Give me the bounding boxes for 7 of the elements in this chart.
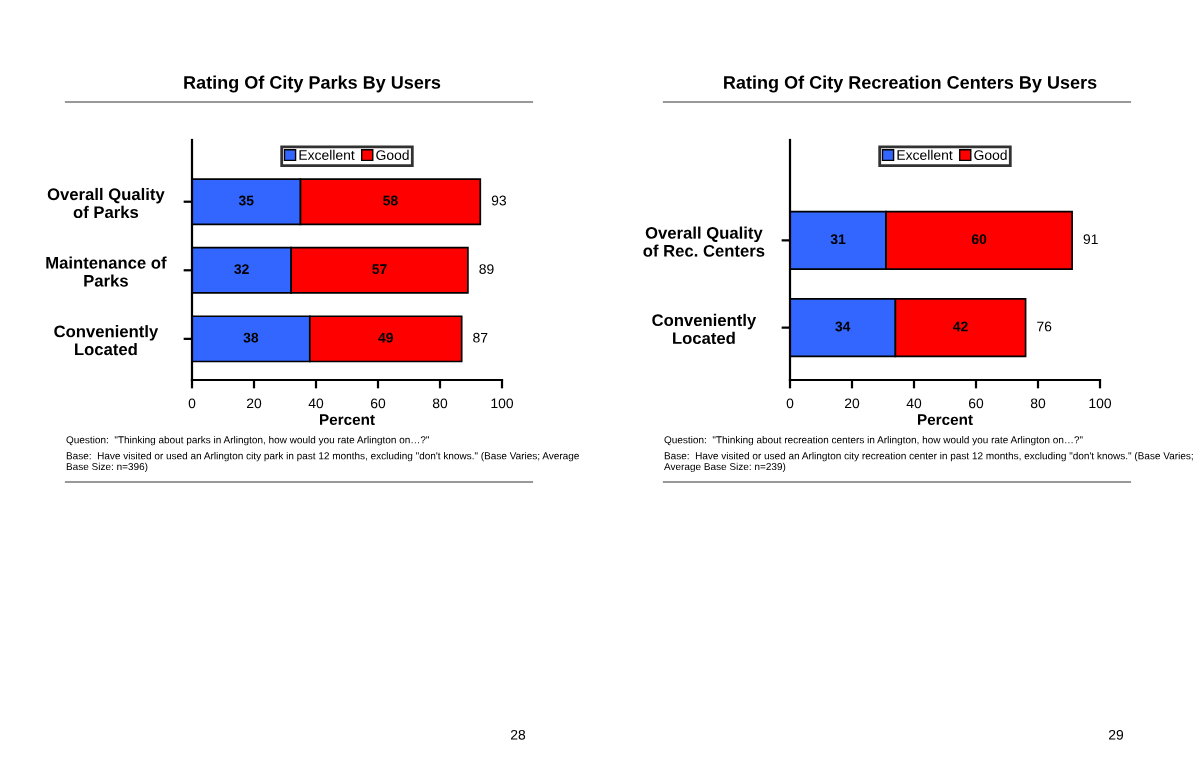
y-tick-label: Conveniently Located — [652, 313, 757, 345]
chart-title: Rating Of City Parks By Users — [184, 75, 441, 93]
y-tick-label: Maintenance of Parks — [46, 256, 167, 287]
chart-title: Rating Of City Recreation Centers By Users — [724, 75, 1097, 93]
y-tick-label: Overall Quality of Parks — [47, 187, 165, 219]
y-tick-label: Overall Quality of Rec. Centers — [643, 226, 765, 257]
y-tick-label: Conveniently Located — [54, 325, 159, 356]
